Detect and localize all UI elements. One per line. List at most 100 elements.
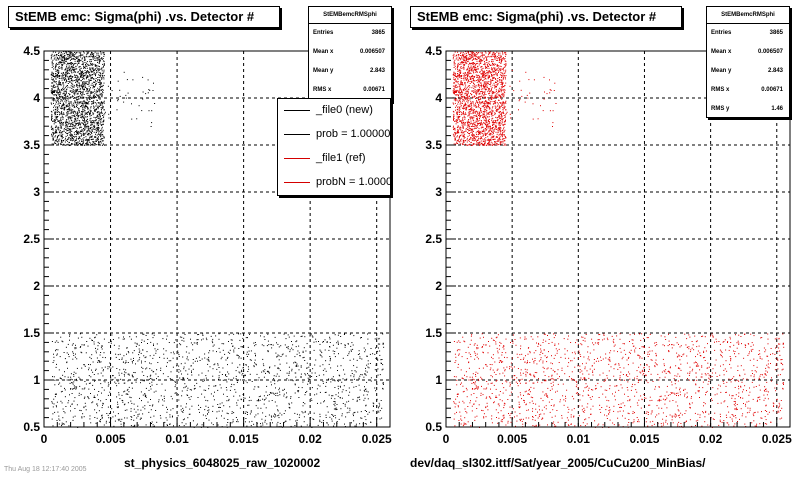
- data-point: [95, 133, 96, 135]
- data-point: [370, 421, 372, 423]
- data-point: [91, 76, 93, 78]
- data-point: [160, 369, 162, 371]
- data-point: [82, 142, 84, 144]
- data-point: [295, 346, 297, 348]
- data-point: [92, 52, 93, 54]
- data-point: [97, 106, 99, 108]
- data-point: [176, 393, 178, 395]
- data-point: [74, 127, 76, 129]
- data-point: [232, 419, 234, 421]
- data-point: [71, 104, 73, 106]
- data-point: [87, 95, 89, 96]
- data-point: [73, 104, 75, 106]
- data-point: [85, 405, 87, 407]
- data-point: [56, 59, 58, 61]
- data-point: [276, 373, 278, 375]
- data-point: [83, 67, 85, 69]
- data-point: [84, 70, 86, 71]
- data-point: [83, 416, 85, 418]
- data-point: [248, 404, 250, 406]
- data-point: [62, 140, 64, 142]
- data-point: [183, 387, 185, 389]
- data-point: [183, 368, 185, 370]
- data-point: [204, 357, 206, 359]
- data-point: [176, 365, 178, 367]
- data-point: [60, 118, 62, 120]
- data-point: [366, 355, 368, 357]
- data-point: [474, 84, 475, 86]
- data-point: [485, 109, 487, 111]
- data-point: [250, 411, 252, 413]
- data-point: [274, 413, 275, 415]
- data-point: [93, 112, 95, 114]
- data-point: [54, 86, 56, 88]
- data-point: [473, 111, 475, 113]
- data-point: [83, 94, 85, 95]
- data-point: [218, 375, 220, 377]
- data-point: [151, 381, 153, 383]
- data-point: [311, 387, 313, 389]
- data-point: [290, 397, 292, 399]
- data-point: [89, 136, 91, 138]
- data-point: [503, 124, 505, 126]
- data-point: [59, 91, 61, 93]
- data-point: [80, 346, 82, 347]
- data-point: [63, 55, 65, 57]
- data-point: [101, 138, 102, 140]
- data-point: [82, 120, 84, 122]
- data-point: [58, 58, 60, 60]
- data-point: [86, 112, 88, 114]
- data-point: [127, 380, 129, 382]
- data-point: [380, 400, 382, 401]
- data-point: [81, 416, 83, 418]
- data-point: [208, 356, 210, 358]
- data-point: [351, 422, 352, 424]
- data-point: [136, 378, 138, 380]
- data-point: [70, 85, 72, 87]
- data-point: [483, 64, 485, 65]
- data-point: [291, 368, 293, 370]
- data-point: [71, 123, 73, 124]
- data-point: [68, 142, 70, 144]
- data-point: [463, 66, 465, 68]
- data-point: [99, 66, 100, 68]
- data-point: [133, 408, 135, 410]
- data-point: [60, 144, 62, 146]
- data-point: [214, 363, 216, 365]
- data-point: [489, 132, 491, 134]
- data-point: [86, 53, 88, 55]
- data-point: [101, 68, 103, 70]
- data-point: [93, 71, 95, 73]
- data-point: [78, 138, 79, 140]
- data-point: [319, 419, 321, 421]
- data-point: [71, 105, 73, 107]
- data-point: [82, 119, 83, 121]
- data-point: [340, 408, 342, 410]
- data-point: [56, 55, 58, 57]
- data-point: [112, 378, 114, 380]
- data-point: [479, 125, 481, 126]
- data-point: [77, 60, 79, 62]
- data-point: [70, 135, 72, 137]
- data-point: [71, 126, 73, 127]
- data-point: [70, 96, 72, 98]
- data-point: [475, 63, 477, 65]
- data-point: [58, 97, 60, 99]
- data-point: [65, 71, 67, 73]
- data-point: [70, 117, 72, 119]
- data-point: [249, 413, 251, 415]
- data-point: [173, 351, 174, 353]
- data-point: [275, 352, 277, 354]
- data-point: [484, 123, 486, 124]
- data-point: [59, 138, 61, 140]
- data-point: [84, 110, 86, 112]
- data-point: [57, 128, 59, 130]
- data-point: [90, 63, 92, 65]
- data-point: [108, 417, 110, 419]
- data-point: [144, 393, 145, 395]
- data-point: [501, 116, 503, 118]
- data-point: [333, 415, 334, 417]
- data-point: [214, 391, 215, 393]
- data-point: [463, 124, 465, 126]
- data-point: [467, 67, 469, 69]
